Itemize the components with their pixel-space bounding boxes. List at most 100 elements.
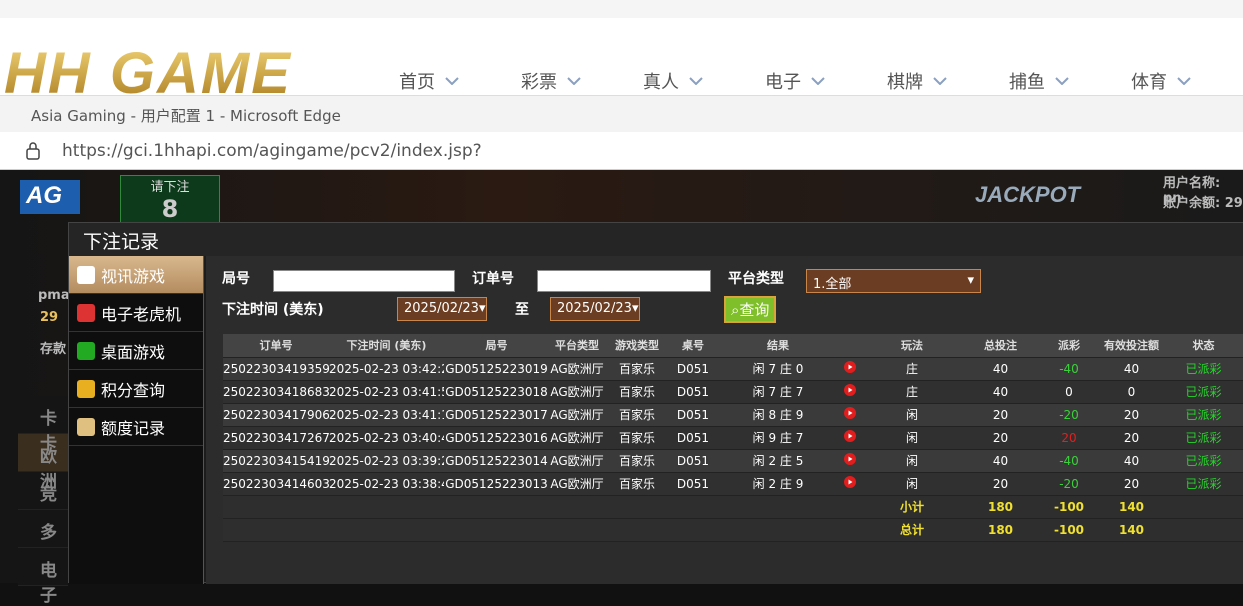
- empty-cell: [839, 518, 861, 542]
- column-header: 游戏类型: [605, 334, 669, 358]
- empty-cell: [329, 495, 444, 519]
- total-value: 180: [963, 518, 1038, 542]
- bet-row: 250223034179069 2025-02-23 03:41:18 GD0512…: [223, 403, 1243, 427]
- window-title: Asia Gaming - 用户配置 1 - Microsoft Edge: [0, 95, 1243, 132]
- total-value: -100: [1038, 518, 1100, 542]
- nav-item[interactable]: 首页: [399, 68, 459, 94]
- sidebar-label: 积分查询: [101, 380, 166, 400]
- chevron: [445, 77, 459, 85]
- empty-cell: [549, 518, 605, 542]
- bet-timer: 请下注 8: [120, 175, 220, 223]
- nav-item[interactable]: 棋牌: [887, 68, 947, 94]
- cell: 20: [963, 403, 1038, 427]
- replay-icon[interactable]: [844, 476, 856, 488]
- sidebar-item[interactable]: 积分查询: [69, 370, 203, 408]
- date-to[interactable]: 2025/02/23▾: [550, 297, 640, 321]
- bet-row: 250223034172677 2025-02-23 03:40:46 GD0512…: [223, 426, 1243, 450]
- bet-row: 250223034154190 2025-02-23 03:39:22 GD0512…: [223, 449, 1243, 473]
- sidebar-item[interactable]: 视讯游戏: [69, 256, 203, 294]
- round-label: 局号: [222, 271, 250, 287]
- deposit[interactable]: 存款: [40, 342, 67, 357]
- platform-select[interactable]: 1.全部 ▾: [806, 269, 981, 293]
- cell: 20: [1100, 403, 1163, 427]
- date-to-text: 2025/02/23: [557, 301, 632, 316]
- cell: 40: [963, 357, 1038, 381]
- lock-icon: [26, 142, 40, 160]
- round-input[interactable]: [273, 270, 455, 292]
- cell: 已派彩: [1163, 403, 1243, 427]
- game-menu: 卡卡欧洲竞多电子: [18, 396, 68, 606]
- to-label: 至: [515, 302, 529, 318]
- nav-label: 电子: [765, 72, 801, 93]
- order-label: 订单号: [472, 271, 514, 287]
- cell: 250223034172677: [223, 426, 329, 450]
- empty-cell: [605, 495, 669, 519]
- subtotal-row: 小计 180 -100 140: [223, 495, 1243, 519]
- empty-cell: [669, 495, 717, 519]
- cell: 闲: [861, 426, 963, 450]
- cell: GD05125223013: [444, 472, 549, 496]
- empty-cell: [549, 495, 605, 519]
- replay-cell: [839, 357, 861, 381]
- chevron: [811, 77, 825, 85]
- game-menu-item[interactable]: 竞: [18, 472, 68, 510]
- subtotal-value: -100: [1038, 495, 1100, 519]
- cell: 百家乐: [605, 472, 669, 496]
- empty-cell: [223, 518, 329, 542]
- replay-icon[interactable]: [844, 430, 856, 442]
- player: pma: [38, 288, 70, 303]
- nav-item[interactable]: 彩票: [521, 68, 581, 94]
- cell: 40: [1100, 449, 1163, 473]
- replay-icon[interactable]: [844, 453, 856, 465]
- cell: 2025-02-23 03:40:46: [329, 426, 444, 450]
- column-header: 状态: [1163, 334, 1243, 358]
- chevron: [1177, 77, 1191, 85]
- jackpot: JACKPOT: [975, 182, 1081, 207]
- bet-record-dialog: 下注记录 视讯游戏 电子老虎机 桌面游戏 积分查询 额度记录 局号 订单号 平台类型 1…: [68, 222, 1243, 584]
- cell: 闲 2 庄 9: [717, 472, 839, 496]
- nav-item[interactable]: 捕鱼: [1009, 68, 1069, 94]
- sidebar-item[interactable]: 桌面游戏: [69, 332, 203, 370]
- cell: AG欧洲厅: [549, 449, 605, 473]
- nav-item[interactable]: 真人: [643, 68, 703, 94]
- cell: 20: [963, 472, 1038, 496]
- cell: AG欧洲厅: [549, 426, 605, 450]
- cell: AG欧洲厅: [549, 357, 605, 381]
- order-input[interactable]: [537, 270, 711, 292]
- game-menu-item[interactable]: 卡卡: [18, 396, 68, 454]
- cell: 250223034186831: [223, 380, 329, 404]
- platform-label: 平台类型: [728, 271, 784, 287]
- game-menu-item[interactable]: 电子: [18, 548, 68, 606]
- nav-item[interactable]: 电子: [765, 68, 825, 94]
- cell: 250223034154190: [223, 449, 329, 473]
- cell: 0: [1038, 380, 1100, 404]
- replay-icon[interactable]: [844, 361, 856, 373]
- cell: 庄: [861, 380, 963, 404]
- sidebar-item[interactable]: 电子老虎机: [69, 294, 203, 332]
- sidebar-item[interactable]: 额度记录: [69, 408, 203, 446]
- cell: 2025-02-23 03:38:40: [329, 472, 444, 496]
- game-menu-item[interactable]: 多: [18, 510, 68, 548]
- sidebar-icon: [77, 417, 95, 436]
- cell: 百家乐: [605, 426, 669, 450]
- column-header: 平台类型: [549, 334, 605, 358]
- url: https://gci.1hhapi.com/agingame/pcv2/ind…: [62, 141, 482, 161]
- cell: D051: [669, 449, 717, 473]
- cell: 百家乐: [605, 403, 669, 427]
- sidebar-icon: [77, 379, 95, 398]
- cell: 闲 7 庄 7: [717, 380, 839, 404]
- replay-icon[interactable]: [844, 384, 856, 396]
- cell: 闲: [861, 403, 963, 427]
- bet-row: 250223034146031 2025-02-23 03:38:40 GD0512…: [223, 472, 1243, 496]
- replay-icon[interactable]: [844, 407, 856, 419]
- sidebar: 视讯游戏 电子老虎机 桌面游戏积分查询额度记录: [69, 256, 204, 584]
- date-from[interactable]: 2025/02/23▾: [397, 297, 487, 321]
- address-bar[interactable]: https://gci.1hhapi.com/agingame/pcv2/ind…: [0, 132, 1243, 170]
- nav-item[interactable]: 体育: [1131, 68, 1191, 94]
- cell: D051: [669, 380, 717, 404]
- cell: 庄: [861, 357, 963, 381]
- title-text: Asia Gaming - 用户配置 1 - Microsoft Edge: [31, 107, 341, 125]
- sidebar-icon: [77, 341, 95, 360]
- search-button[interactable]: ⌕查询: [724, 296, 777, 323]
- cell: AG欧洲厅: [549, 403, 605, 427]
